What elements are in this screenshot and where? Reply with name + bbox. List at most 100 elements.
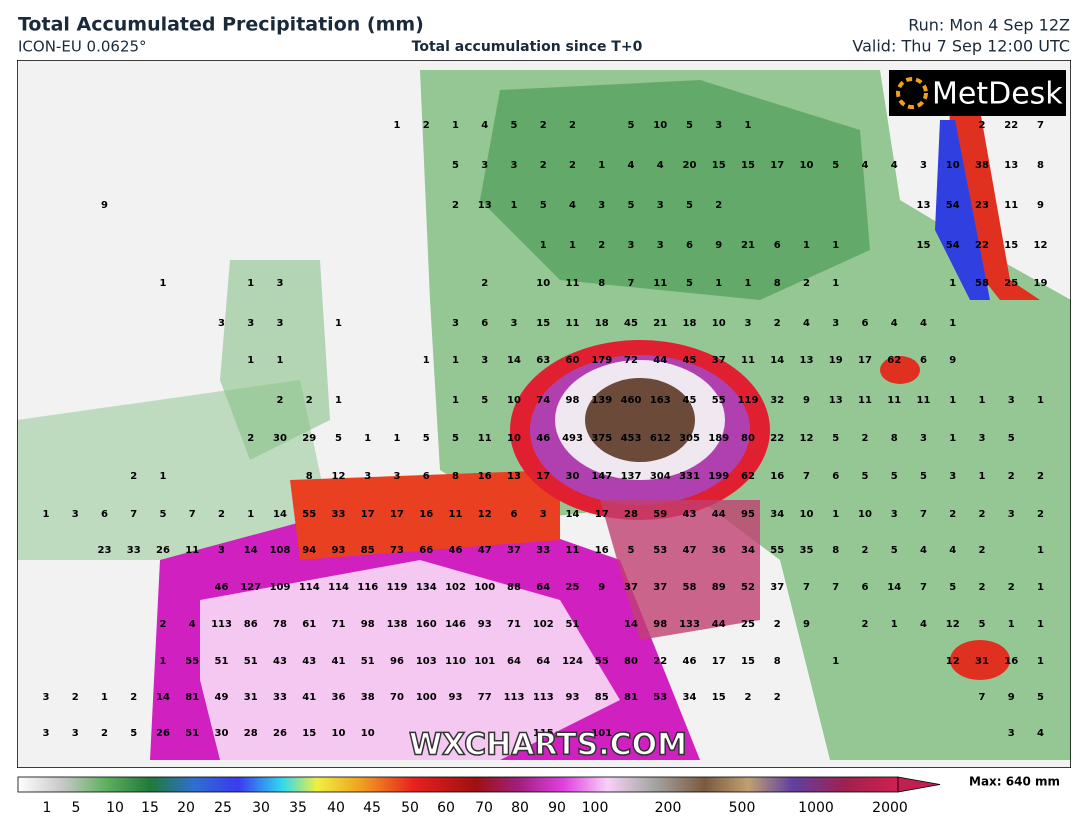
map-value: 8	[306, 471, 313, 482]
map-value: 73	[390, 545, 404, 556]
map-value: 38	[975, 160, 989, 171]
map-value: 64	[536, 656, 550, 667]
map-value: 30	[273, 433, 287, 444]
map-value: 2	[774, 692, 781, 703]
map-value: 189	[708, 433, 729, 444]
map-value: 3	[920, 433, 927, 444]
map-value: 2	[745, 692, 752, 703]
map-value: 1	[540, 240, 547, 251]
colorbar-label: 90	[548, 800, 566, 816]
map-value: 89	[712, 582, 726, 593]
map-value: 5	[832, 160, 839, 171]
map-value: 31	[975, 656, 989, 667]
map-value: 22	[770, 433, 784, 444]
map-value: 7	[189, 509, 196, 520]
map-value: 127	[240, 582, 261, 593]
map-value: 33	[127, 545, 141, 556]
map-value: 2	[540, 120, 547, 131]
map-value: 15	[741, 160, 755, 171]
map-value: 7	[920, 509, 927, 520]
map-value: 100	[474, 582, 495, 593]
map-value: 14	[244, 545, 258, 556]
map-value: 2	[979, 582, 986, 593]
map-value: 20	[683, 160, 697, 171]
map-value: 18	[683, 318, 697, 329]
map-value: 4	[862, 160, 869, 171]
map-value: 11	[1004, 200, 1018, 211]
map-value: 1	[160, 656, 167, 667]
map-value: 101	[474, 656, 495, 667]
map-value: 15	[917, 240, 931, 251]
map-value: 11	[741, 355, 755, 366]
map-value: 5	[1037, 692, 1044, 703]
map-value: 35	[800, 545, 814, 556]
map-value: 9	[598, 582, 605, 593]
map-value: 38	[361, 692, 375, 703]
map-value: 5	[130, 728, 137, 739]
map-value: 4	[1037, 728, 1044, 739]
map-value: 1	[803, 240, 810, 251]
map-value: 2	[481, 278, 488, 289]
map-value: 612	[650, 433, 671, 444]
map-value: 8	[1037, 160, 1044, 171]
map-value: 4	[891, 160, 898, 171]
map-value: 44	[712, 619, 726, 630]
map-value: 8	[598, 278, 605, 289]
map-value: 3	[277, 318, 284, 329]
map-value: 44	[712, 509, 726, 520]
map-value: 101	[591, 728, 612, 739]
map-value: 62	[741, 471, 755, 482]
map-value: 5	[891, 545, 898, 556]
map-value: 2	[979, 545, 986, 556]
map-value: 1	[949, 433, 956, 444]
map-value: 3	[1008, 395, 1015, 406]
map-value: 6	[862, 318, 869, 329]
map-value: 5	[686, 200, 693, 211]
map-value: 43	[302, 656, 316, 667]
map-value: 3	[43, 692, 50, 703]
map-value: 1	[247, 509, 254, 520]
map-value: 1	[949, 395, 956, 406]
map-value: 6	[832, 471, 839, 482]
model: ICON-EU 0.0625°	[18, 38, 147, 56]
map-value: 119	[738, 395, 759, 406]
map-value: 74	[536, 395, 550, 406]
map-value: 2	[72, 692, 79, 703]
map-value: 102	[533, 619, 554, 630]
colorbar-label: 1000	[798, 800, 834, 816]
map-value: 5	[862, 471, 869, 482]
map-value: 115	[533, 728, 554, 739]
map-value: 70	[390, 692, 404, 703]
map-value: 110	[445, 656, 466, 667]
map-value: 28	[244, 728, 258, 739]
map-value: 37	[653, 582, 667, 593]
map-value: 32	[770, 395, 784, 406]
map-value: 3	[511, 160, 518, 171]
map-value: 7	[832, 582, 839, 593]
map-value: 19	[1034, 278, 1048, 289]
map-value: 137	[621, 471, 642, 482]
map-value: 2	[569, 160, 576, 171]
logo: MetDesk	[889, 70, 1066, 116]
map-value: 46	[215, 582, 229, 593]
colorbar-label: 45	[363, 800, 381, 816]
map-value: 4	[569, 200, 576, 211]
map-value: 2	[803, 278, 810, 289]
map-value: 41	[302, 692, 316, 703]
map-value: 163	[650, 395, 671, 406]
colorbar-arrow	[897, 776, 941, 793]
map-value: 10	[858, 509, 872, 520]
map-value: 5	[686, 120, 693, 131]
map-value: 146	[445, 619, 466, 630]
map-value: 93	[566, 692, 580, 703]
map-value: 1	[832, 278, 839, 289]
map-value: 26	[156, 728, 170, 739]
colorbar-label: 70	[475, 800, 493, 816]
map-value: 17	[361, 509, 375, 520]
map-value: 102	[445, 582, 466, 593]
map-value: 2	[774, 318, 781, 329]
map-value: 93	[332, 545, 346, 556]
map-value: 2	[569, 120, 576, 131]
map-value: 62	[887, 355, 901, 366]
map-value: 30	[215, 728, 229, 739]
